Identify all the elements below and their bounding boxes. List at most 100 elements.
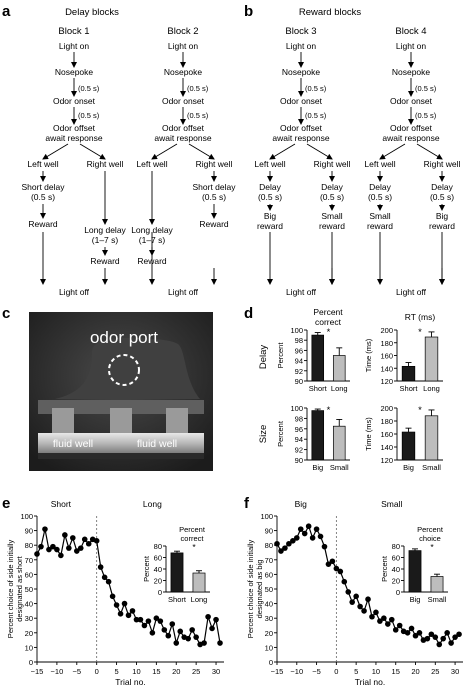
f-line-point: [396, 622, 403, 629]
panel-a-label: a: [2, 3, 11, 20]
e-line-ytick-label: 70: [25, 556, 33, 565]
f-line-ytick-label: 50: [265, 585, 273, 594]
d-row1-label: Delay: [258, 345, 269, 370]
e-line-ytick-label: 50: [25, 585, 33, 594]
f-inset-bar: [408, 550, 422, 593]
f-line-xtick-label: −10: [290, 667, 303, 676]
e-line-point: [62, 532, 68, 538]
d-delay-rt-bar: [401, 365, 416, 382]
d-col2-title: RT (ms): [405, 312, 436, 322]
e-line-point: [73, 548, 80, 554]
flow-1-left-delay-time: (0.5 s): [31, 192, 55, 202]
flow-2-right-delay-time: (0.5 s): [202, 192, 226, 202]
flow-4-left-well: Left well: [364, 159, 395, 169]
flow-3-odor-offset: Odor offset: [280, 123, 323, 133]
fluid-well-right-label: fluid well: [137, 438, 177, 450]
f-line-point: [388, 616, 395, 623]
e-inset-bar: [192, 572, 206, 593]
f-line-xtick-label: 20: [411, 667, 419, 676]
flow-2-light-off: Light off: [168, 287, 199, 297]
d-delay-rt-ytick-label: 140: [380, 364, 393, 373]
flow-3-odor-onset: Odor onset: [280, 96, 323, 106]
e-line-point: [46, 546, 52, 553]
panel_f-inset-star: *: [430, 542, 434, 552]
flow-3-interval-1: (0.5 s): [305, 84, 327, 93]
d-delay-pct-ytick-label: 92: [295, 367, 303, 376]
flow-3-nosepoke: Nosepoke: [282, 67, 321, 77]
f-line-point: [369, 613, 375, 620]
d-size-rt-ytick-label: 180: [380, 417, 393, 426]
e-line-xtick-label: 10: [132, 667, 140, 676]
flow-4-block-name: Block 4: [395, 26, 426, 37]
f-line-xtick-label: −5: [312, 667, 321, 676]
panel_e-left-title: Short: [51, 499, 72, 509]
flow-2-right-reward: Reward: [199, 219, 229, 229]
e-line-point: [101, 574, 108, 581]
f-line-xtick-label: 5: [354, 667, 358, 676]
flow-3-left-reward-size: Big: [264, 211, 277, 221]
d-size-rt-ytick-label: 200: [380, 404, 393, 413]
d-delay-rt-ytick-label: 160: [380, 352, 393, 361]
e-line-xtick-label: 5: [114, 667, 118, 676]
d-delay-rt-category-label: Long: [423, 384, 440, 393]
e-line-point: [42, 526, 48, 532]
e-line-ytick-label: 20: [25, 629, 33, 638]
flow-2-right-well: Right well: [196, 159, 233, 169]
d-size-rt-ytick-label: 140: [380, 443, 393, 452]
flow-2-nosepoke: Nosepoke: [164, 67, 203, 77]
panel_f-ylabel-1: Percent choice of side initially: [246, 540, 255, 639]
e-line-ytick-label: 40: [25, 600, 33, 609]
d-delay-rt-ytick-label: 200: [380, 326, 393, 335]
e-line-point: [109, 593, 116, 600]
panel_f-inset-ylabel: Percent: [380, 555, 389, 582]
flow-1-interval-1: (0.5 s): [78, 84, 100, 93]
d-size-pct-bar: [332, 425, 346, 461]
f-inset-ytick-label: 20: [392, 577, 400, 586]
e-line-xtick-label: 25: [192, 667, 200, 676]
f-line-point: [305, 523, 312, 530]
d-delay-pct-ytick-label: 96: [295, 346, 303, 355]
flow-1-right-well: Right well: [87, 159, 124, 169]
f-line-point: [373, 609, 379, 616]
flow-1-arrow: [79, 143, 106, 160]
d-delay-rt-ylabel: Time (ms): [364, 338, 373, 372]
f-inset-category-label: Big: [410, 595, 421, 604]
e-inset-bar: [170, 552, 184, 593]
flow-4-right-reward-size: Big: [436, 211, 449, 221]
panel_e-inset-title-2: correct: [181, 534, 205, 543]
panel-c-label: c: [2, 305, 10, 322]
flow-3-block-name: Block 3: [285, 26, 316, 37]
e-line-point: [205, 613, 211, 620]
panel_f-right-title: Small: [381, 499, 402, 509]
e-line-point: [149, 630, 156, 636]
f-line-point: [448, 640, 454, 646]
e-line-point: [50, 543, 56, 550]
panel_e-inset-ylabel: Percent: [142, 555, 151, 582]
f-inset-bar: [430, 576, 444, 593]
f-line-point: [456, 631, 462, 638]
f-line-ytick-label: 70: [265, 556, 273, 565]
flow-1-await-response: await response: [45, 133, 102, 143]
f-line-point: [440, 635, 447, 642]
flow-3-arrow: [269, 143, 296, 160]
d-size-pct-category-label: Big: [312, 463, 323, 472]
panel_e-ylabel-1: Percent choice of side initially: [6, 540, 15, 639]
f-line-ytick-label: 10: [265, 643, 273, 652]
e-line-point: [185, 635, 191, 642]
flow-4-left-delay: Delay: [369, 182, 391, 192]
f-inset-ytick-label: 0: [396, 588, 400, 597]
d-delay-rt-ytick-label: 120: [380, 377, 393, 386]
e-line-point: [173, 640, 180, 646]
e-line-point: [157, 618, 164, 624]
e-line-point: [105, 578, 112, 585]
e-line-point: [137, 616, 144, 623]
d-delay-rt-significance-star: *: [418, 327, 422, 338]
f-line-point: [329, 558, 336, 565]
flow-1-odor-onset: Odor onset: [53, 96, 96, 106]
panel-b-title: Reward blocks: [299, 7, 362, 18]
flow-2-right-delay: Short delay: [193, 182, 237, 192]
panel-e-label: e: [2, 495, 10, 512]
e-line-xtick-label: −15: [31, 667, 44, 676]
e-line-point: [189, 627, 195, 633]
